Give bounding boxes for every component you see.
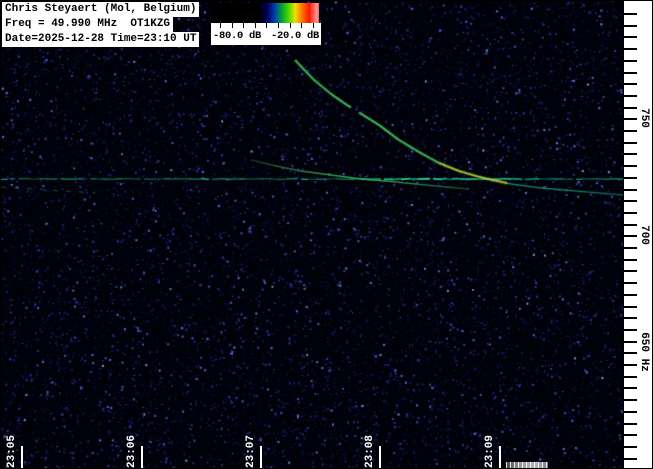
colorbar-tick: [231, 23, 233, 28]
colorbar-tick: [289, 23, 291, 28]
frequency-tick: [624, 328, 637, 331]
frequency-tick: [624, 282, 637, 285]
frequency-tick: [624, 48, 637, 51]
observer-name: Chris Steyaert (Mol, Belgium): [2, 2, 200, 17]
spectrogram-canvas: [1, 1, 623, 468]
frequency-label: 700: [638, 225, 650, 245]
colorbar-scale: -80.0 dB -20.0 dB: [211, 23, 321, 45]
frequency-label: 650 Hz: [638, 332, 650, 372]
frequency-tick: [624, 317, 637, 320]
colorbar-ticks: [211, 23, 321, 28]
frequency-tick: [624, 247, 637, 249]
frequency-tick: [624, 165, 637, 168]
frequency-tick: [624, 94, 637, 97]
colorbar-tick: [301, 23, 303, 28]
frequency-tick: [624, 141, 637, 144]
colorbar-labels: -80.0 dB -20.0 dB: [211, 28, 321, 45]
frequency-tick: [624, 270, 637, 273]
frequency-tick: [624, 293, 637, 296]
header: Chris Steyaert (Mol, Belgium) Freq = 49.…: [2, 2, 200, 47]
frequency-axis: 750 700 650 Hz: [623, 1, 652, 468]
colorbar-tick: [254, 23, 256, 28]
colorbar-tick: [312, 23, 314, 28]
frequency-tick: [624, 223, 637, 226]
colorbar-max-label: -20.0 dB: [270, 30, 319, 42]
colorbar-tick: [243, 23, 245, 28]
colorbar-tick: [278, 23, 279, 28]
frequency-callsign: Freq = 49.990 MHz OT1KZG: [2, 17, 174, 32]
frequency-tick: [624, 410, 637, 413]
frequency-tick: [624, 305, 637, 308]
colorbar-gradient: [211, 3, 319, 23]
frequency-tick: [624, 118, 637, 121]
frequency-tick: [624, 59, 637, 62]
frequency-tick: [624, 188, 637, 191]
colorbar-min-label: -80.0 dB: [213, 30, 262, 42]
frequency-tick: [624, 375, 637, 378]
frequency-tick: [624, 445, 637, 448]
colorbar-tick: [220, 23, 221, 28]
frequency-tick: [624, 176, 637, 179]
frequency-tick: [624, 106, 637, 109]
frequency-tick: [624, 71, 637, 74]
colorbar-tick: [266, 23, 268, 28]
frequency-tick: [624, 211, 637, 214]
frequency-tick: [624, 340, 637, 343]
frequency-tick: [624, 200, 637, 203]
frequency-tick: [624, 24, 637, 27]
frequency-tick: [624, 399, 637, 402]
frequency-tick: [624, 13, 637, 15]
frequency-tick: [624, 130, 637, 132]
frequency-tick: [624, 258, 637, 261]
frequency-tick: [624, 387, 637, 390]
frequency-tick: [624, 457, 637, 460]
frequency-tick: [624, 235, 637, 238]
date-time: Date=2025-12-28 Time=23:10 UT: [2, 32, 200, 47]
frequency-tick: [624, 434, 637, 437]
frequency-tick: [624, 352, 637, 355]
frequency-label: 750: [638, 108, 650, 128]
frequency-tick: [624, 364, 637, 366]
frequency-tick: [624, 83, 637, 86]
frequency-tick: [624, 36, 637, 39]
frequency-tick: [624, 422, 637, 425]
watermark: [506, 462, 548, 468]
frequency-tick: [624, 153, 637, 156]
